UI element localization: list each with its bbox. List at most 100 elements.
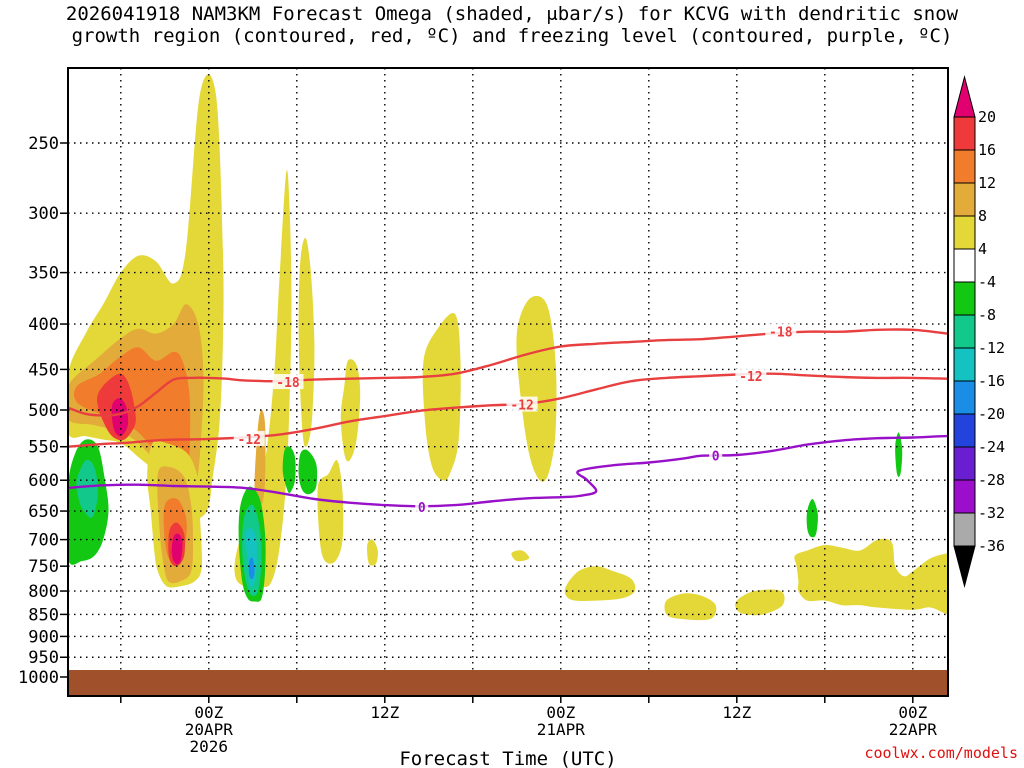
omega-plus20-west xyxy=(111,398,129,437)
colorbar-top-arrow xyxy=(953,75,976,118)
x-tick-label-40-1: 22APR xyxy=(889,720,938,739)
y-tick-label-950: 950 xyxy=(28,648,59,668)
omega-plus4-col6 xyxy=(367,539,378,566)
omega-plus4-col4 xyxy=(317,459,344,564)
y-tick-label-800: 800 xyxy=(28,582,59,602)
contour-label-bg-6 xyxy=(415,498,429,514)
contour-label-bg-2 xyxy=(735,368,767,384)
contour-label-bg-0 xyxy=(272,374,304,390)
colorbar-swatch-2 xyxy=(953,149,976,184)
x-tick-label-30-0: 12Z xyxy=(722,703,751,722)
y-tick-label-500: 500 xyxy=(28,401,59,421)
x-tick-label-0-0: 00Z xyxy=(194,703,223,722)
colorbar-label-7: -12 xyxy=(978,339,1005,357)
omega-plus4-low-1 xyxy=(564,566,636,601)
colorbar-swatch-9 xyxy=(953,380,976,415)
y-tick-label-350: 350 xyxy=(28,264,59,284)
temperature-contours xyxy=(68,328,948,508)
omega-minus8-far-west xyxy=(76,459,98,518)
contour-label-bg-4 xyxy=(233,430,265,446)
y-tick-label-300: 300 xyxy=(28,204,59,224)
dotted-grid xyxy=(68,68,948,696)
omega-minus4-east-2 xyxy=(895,432,903,477)
contour-label-bg-3 xyxy=(506,396,538,412)
colorbar-swatch-8 xyxy=(953,347,976,382)
colorbar-label-8: -16 xyxy=(978,372,1005,390)
omega-plus4-col8 xyxy=(516,295,557,482)
contour-label-3: -12 xyxy=(510,399,533,414)
y-tick-label-450: 450 xyxy=(28,360,59,380)
colorbar-bottom-arrow xyxy=(953,545,976,588)
omega-shaded-regions xyxy=(68,74,948,621)
x-tick-label-40-0: 00Z xyxy=(898,703,927,722)
y-tick-label-600: 600 xyxy=(28,471,59,491)
contour-label-2: -12 xyxy=(739,370,762,385)
colorbar-label-3: 8 xyxy=(978,207,987,225)
colorbar-label-10: -24 xyxy=(978,438,1005,456)
contour-label-5: 0 xyxy=(712,450,720,465)
chart-title-line-2: growth region (contoured, red, ºC) and f… xyxy=(71,25,953,47)
colorbar-label-12: -32 xyxy=(978,504,1005,522)
omega-minus4-col3b xyxy=(298,449,318,495)
omega-minus16-col2 xyxy=(248,557,255,580)
credit-text: coolwx.com/models xyxy=(864,744,1018,762)
colorbar-swatch-4 xyxy=(953,215,976,250)
y-tick-label-400: 400 xyxy=(28,315,59,335)
colorbar: 20 16 12 8 4 -4 -8 -12 -16 -20 -24 -28 -32 -36 xyxy=(953,75,1005,588)
omega-plus4-low-3 xyxy=(735,589,785,616)
omega-plus4-low-2 xyxy=(664,593,717,621)
y-tick-label-1000: 1000 xyxy=(18,668,59,688)
colorbar-swatch-7 xyxy=(953,314,976,349)
colorbar-label-6: -8 xyxy=(978,306,996,324)
x-tick-label-20-1: 21APR xyxy=(537,720,586,739)
colorbar-label-5: -4 xyxy=(978,273,996,291)
contour-dgz-minus-12 xyxy=(68,372,948,448)
colorbar-swatch-6 xyxy=(953,281,976,316)
colorbar-label-11: -28 xyxy=(978,471,1005,489)
contour-label-bg-5 xyxy=(709,447,723,463)
omega-minus4-col3a xyxy=(282,446,296,494)
omega-plus4-col7 xyxy=(422,312,461,481)
contour-label-6: 0 xyxy=(418,501,426,516)
contour-freezing-level-0 xyxy=(68,434,948,508)
y-tick-label-700: 700 xyxy=(28,531,59,551)
y-tick-label-750: 750 xyxy=(28,557,59,577)
colorbar-swatch-3 xyxy=(953,182,976,217)
omega-plus4-low-4 xyxy=(794,538,948,615)
y-tick-label-650: 650 xyxy=(28,502,59,522)
x-tick-label-0-1: 20APR xyxy=(185,720,234,739)
colorbar-swatch-5 xyxy=(953,248,976,283)
chart-title-line-1: 2026041918 NAM3KM Forecast Omega (shaded… xyxy=(65,3,959,25)
y-tick-label-850: 850 xyxy=(28,605,59,625)
omega-plus4-col2 xyxy=(234,170,292,588)
colorbar-swatch-10 xyxy=(953,413,976,448)
plot-frame xyxy=(67,67,949,697)
ground-surface xyxy=(68,670,948,696)
colorbar-label-2: 12 xyxy=(978,174,996,192)
omega-plus4-col3 xyxy=(298,237,315,447)
x-tick-label-0-2: 2026 xyxy=(190,737,229,756)
omega-plus4-small-1 xyxy=(511,550,530,562)
omega-minus4-east-1 xyxy=(806,498,818,538)
x-tick-label-10-0: 12Z xyxy=(370,703,399,722)
colorbar-label-13: -36 xyxy=(978,537,1005,555)
contour-label-bg-1 xyxy=(765,323,797,339)
omega-plus20-lower-west xyxy=(171,533,183,565)
contour-label-1: -18 xyxy=(769,326,793,341)
colorbar-label-1: 16 xyxy=(978,141,996,159)
colorbar-label-0: 20 xyxy=(978,108,996,126)
colorbar-swatch-13 xyxy=(953,512,976,547)
x-axis-title: Forecast Time (UTC) xyxy=(399,748,616,768)
y-tick-label-900: 900 xyxy=(28,627,59,647)
contour-label-4: -12 xyxy=(238,433,261,448)
colorbar-swatch-1 xyxy=(953,116,976,151)
colorbar-label-4: 4 xyxy=(978,240,987,258)
y-tick-label-250: 250 xyxy=(28,134,59,154)
colorbar-label-9: -20 xyxy=(978,405,1005,423)
contour-dgz-minus-18 xyxy=(68,328,948,417)
contour-labels: -18 -18 -12 -12 -12 0 0 xyxy=(233,323,797,516)
y-tick-label-550: 550 xyxy=(28,438,59,458)
x-tick-label-20-0: 00Z xyxy=(546,703,575,722)
